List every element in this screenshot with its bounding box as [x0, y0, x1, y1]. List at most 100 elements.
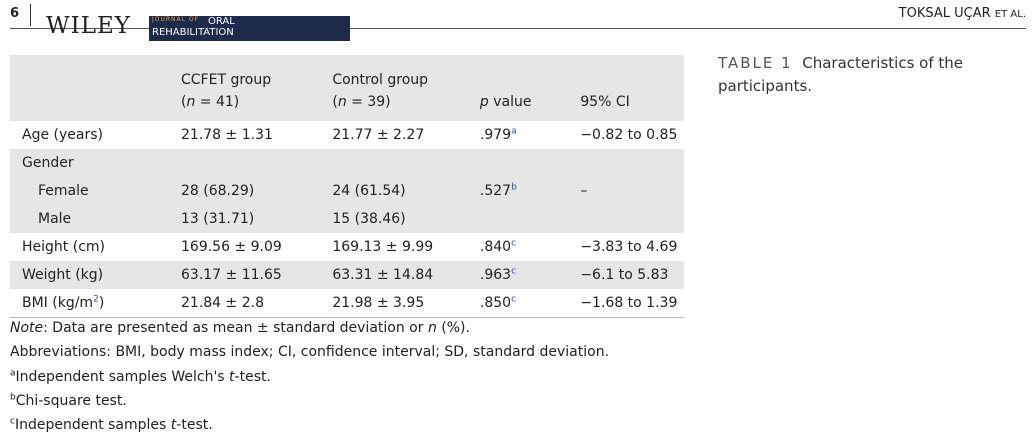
- table-cell: 13 (31.71): [181, 205, 333, 233]
- table-cell: Age (years): [10, 121, 181, 149]
- table-cell: −3.83 to 4.69: [580, 233, 684, 261]
- text-run: n: [337, 94, 347, 110]
- text-run: Note: [10, 320, 44, 336]
- note-line: Abbreviations: BMI, body mass index; CI,…: [10, 344, 609, 368]
- data-table: CCFET group (n = 41) Control group (n = 39)…: [10, 55, 684, 318]
- table-cell: −0.82 to 0.85: [580, 121, 684, 149]
- table-cell: [580, 149, 684, 177]
- text-run: 24 (61.54): [332, 183, 406, 199]
- text-run: Weight (kg): [22, 267, 104, 283]
- text-run: BMI (kg/m: [22, 295, 94, 311]
- text-run: –: [580, 183, 588, 199]
- text-run: c: [511, 238, 517, 249]
- text-run: 21.78 ± 1.31: [181, 127, 273, 143]
- page-number: 6: [10, 6, 20, 21]
- header-cell: p value: [479, 55, 581, 121]
- text-run: 13 (31.71): [181, 211, 255, 227]
- text-run: a: [10, 367, 16, 378]
- table-row: Weight (kg) 63.17 ± 11.65 63.31 ± 14.84 .96…: [10, 261, 684, 289]
- table-cell: 24 (61.54): [332, 177, 480, 205]
- table-cell: −6.1 to 5.83: [580, 261, 684, 289]
- text-run: 21.98 ± 3.95: [332, 295, 425, 311]
- note-line: aIndependent samples Welch's t-test.: [10, 367, 609, 393]
- text-run: t: [170, 417, 177, 434]
- text-run: 21.84 ± 2.8: [181, 295, 264, 311]
- text-run: 21.77 ± 2.27: [332, 127, 425, 143]
- caption-text: Characteristics of the participants.: [718, 54, 964, 95]
- table-cell: 169.13 ± 9.99: [332, 233, 480, 261]
- text-run: Control group: [332, 72, 429, 88]
- text-run: (: [332, 94, 338, 110]
- text-run: 63.31 ± 14.84: [332, 267, 434, 283]
- running-head-text: TOKSAL UÇAR: [898, 6, 991, 21]
- text-run: 169.13 ± 9.99: [332, 239, 434, 255]
- text-run: Female: [38, 183, 89, 199]
- header-cell: CCFET group (n = 41): [181, 55, 333, 121]
- table-row: Height (cm) 169.56 ± 9.09 169.13 ± 9.99 .84…: [10, 233, 684, 261]
- divider: [30, 4, 31, 26]
- text-run: = 41): [195, 94, 240, 110]
- header-line: p value: [480, 91, 580, 113]
- table-row: Gender: [10, 149, 684, 177]
- header-line: CCFET group: [181, 69, 332, 91]
- table-row: Female 28 (68.29) 24 (61.54) .527b –: [10, 177, 684, 205]
- text-run: c: [511, 294, 517, 305]
- header-line: 95% CI: [580, 91, 684, 113]
- table-cell: 28 (68.29): [181, 177, 333, 205]
- text-run: .850: [479, 295, 512, 311]
- header-row: CCFET group (n = 41) Control group (n = 39)…: [10, 55, 684, 121]
- text-run: 169.56 ± 9.09: [181, 239, 282, 255]
- text-run: −1.68 to 1.39: [580, 295, 678, 311]
- table-cell: [479, 205, 581, 233]
- text-run: 2: [93, 294, 99, 305]
- text-run: Abbreviations: BMI, body mass index; CI,…: [10, 344, 610, 361]
- text-run: .963: [479, 267, 512, 283]
- text-run: -test.: [234, 368, 271, 385]
- table-cell: 63.17 ± 11.65: [181, 261, 333, 289]
- table-row: BMI (kg/m2) 21.84 ± 2.8 21.98 ± 3.95.850c −…: [10, 289, 684, 318]
- header-cell: Control group (n = 39): [332, 55, 480, 121]
- table-cell: 21.77 ± 2.27: [332, 121, 480, 149]
- table-cell: Weight (kg): [10, 261, 181, 289]
- text-run: t: [229, 368, 235, 385]
- note-line: bChi-square test.: [10, 393, 609, 417]
- journal-line: JOURNAL OF: [152, 16, 200, 23]
- running-head-suffix: ET AL.: [994, 9, 1026, 20]
- text-run: 95% CI: [580, 94, 630, 110]
- text-run: .840: [479, 239, 512, 255]
- table-cell: 15 (38.46): [332, 205, 480, 233]
- text-run: (%).: [436, 320, 470, 336]
- text-run: 15 (38.46): [332, 211, 406, 227]
- table-row: Age (years) 21.78 ± 1.31 21.77 ± 2.27 .979a…: [10, 121, 684, 149]
- text-run: 28 (68.29): [181, 183, 255, 199]
- text-run: Gender: [22, 155, 74, 171]
- table-cell: [580, 205, 684, 233]
- publisher-logo: WILEY: [46, 13, 131, 39]
- text-run: Independent samples Welch's: [15, 368, 230, 385]
- text-run: = 39): [346, 94, 391, 110]
- text-run: −6.1 to 5.83: [580, 267, 669, 283]
- text-run: n: [186, 94, 196, 110]
- text-run: b: [10, 392, 16, 403]
- table-cell: [181, 149, 333, 177]
- text-run: Height (cm): [22, 239, 105, 255]
- table-cell: −1.68 to 1.39: [580, 289, 684, 318]
- text-run: a: [511, 126, 517, 137]
- table-cell: 21.98 ± 3.95: [332, 289, 480, 318]
- table-cell: [332, 149, 480, 177]
- header-cell: [10, 55, 181, 121]
- text-run: −0.82 to 0.85: [580, 127, 678, 143]
- table-cell: .527b: [479, 177, 581, 205]
- note-line: cIndependent samples t-test.: [10, 417, 609, 441]
- table-cell: Height (cm): [10, 233, 181, 261]
- table-cell: .979a: [480, 121, 580, 149]
- table-caption: TABLE 1 Characteristics of the participa…: [718, 52, 1018, 98]
- text-run: Independent samples: [14, 417, 171, 434]
- text-run: c: [10, 416, 15, 427]
- text-run: b: [511, 182, 517, 193]
- header-line: (n = 41): [181, 91, 332, 113]
- text-run: CCFET group: [181, 72, 272, 88]
- text-run: c: [511, 266, 517, 277]
- text-run: (: [181, 94, 187, 110]
